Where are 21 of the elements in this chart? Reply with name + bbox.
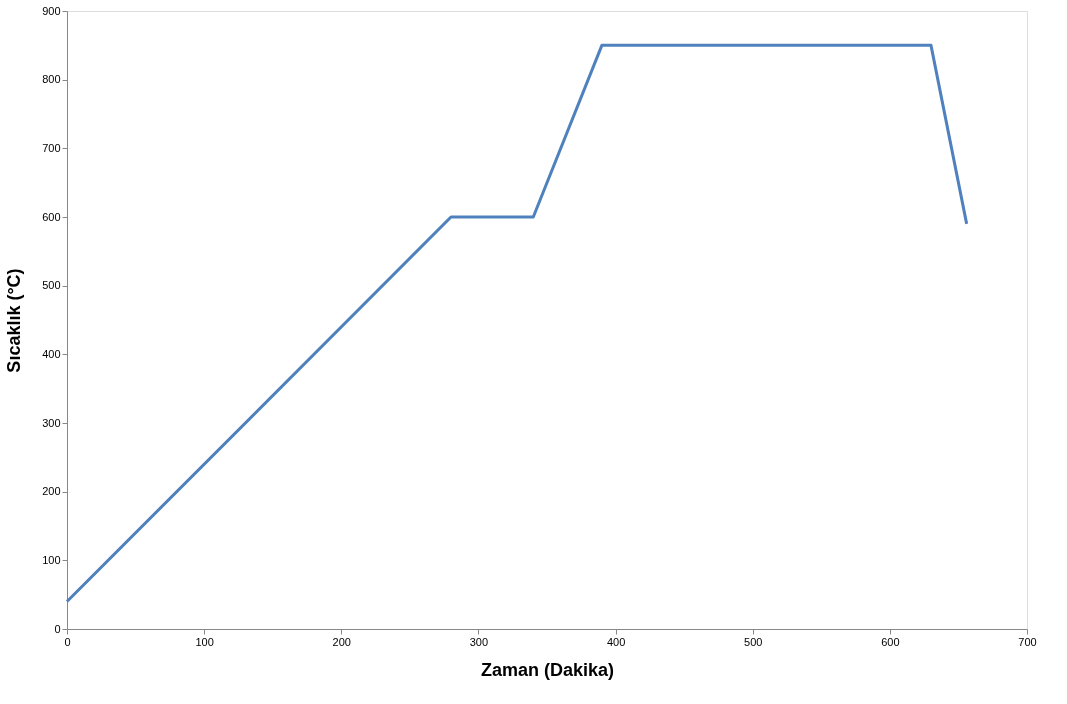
- y-tick-label: 300: [42, 416, 61, 429]
- y-tick-label: 800: [42, 73, 61, 86]
- x-tick-label: 0: [64, 635, 71, 648]
- x-tick-label: 400: [606, 635, 626, 648]
- y-tick-label: 600: [42, 210, 61, 223]
- x-axis-title: Zaman (Dakika): [480, 659, 615, 680]
- y-tick-label: 400: [42, 347, 61, 360]
- y-axis-title: Sıcaklık (°C): [4, 268, 25, 373]
- x-tick-label: 100: [195, 635, 214, 648]
- y-tick-label: 200: [42, 485, 61, 498]
- x-tick-label: 200: [332, 635, 351, 648]
- x-tick-label: 500: [744, 635, 763, 648]
- y-tick-label: 900: [42, 4, 61, 17]
- y-tick-label: 500: [42, 279, 61, 292]
- line-series: [65, 43, 969, 604]
- y-tick-label: 700: [42, 141, 61, 154]
- y-tick-label: 0: [54, 622, 61, 635]
- x-tick-label: 700: [1018, 635, 1037, 648]
- x-tick-label: 300: [469, 635, 489, 648]
- x-tick-label: 600: [881, 635, 900, 648]
- y-tick-label: 100: [42, 553, 61, 566]
